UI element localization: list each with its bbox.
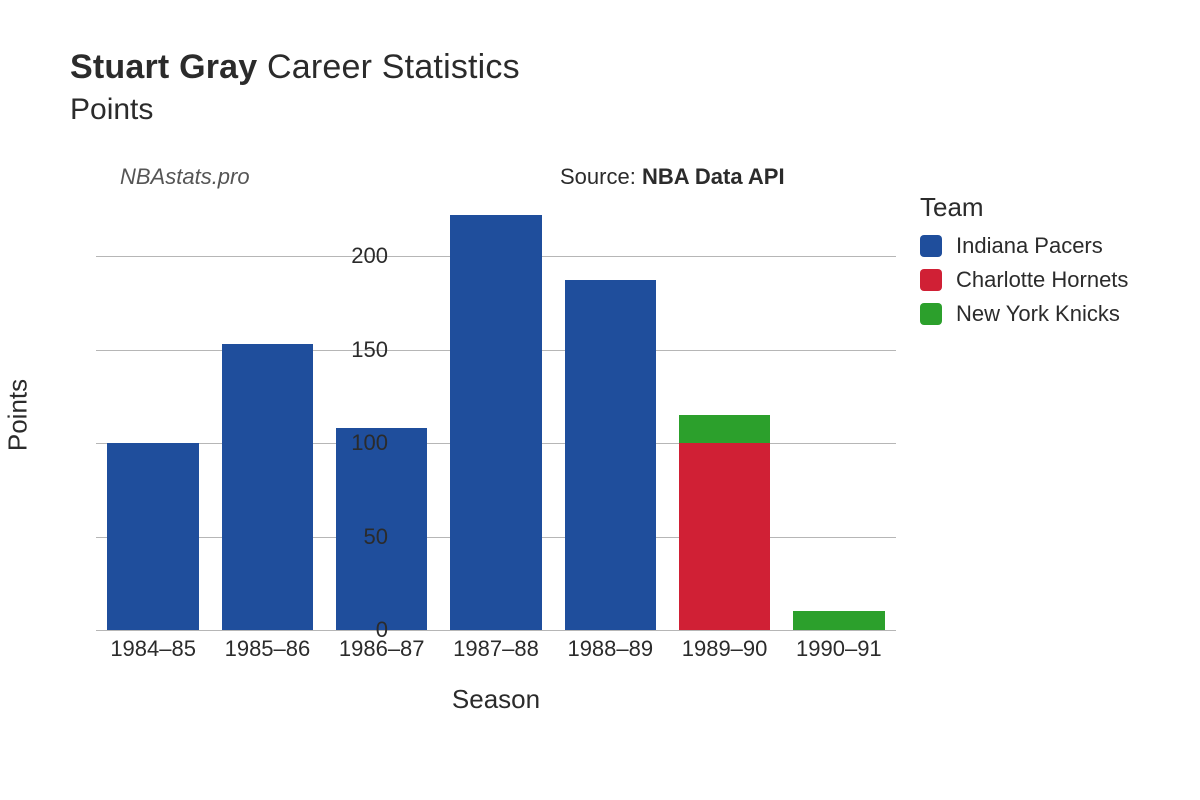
bar-1984–85 xyxy=(107,443,198,630)
chart-title-line1: Stuart Gray Career Statistics xyxy=(70,48,520,87)
source-name: NBA Data API xyxy=(642,164,785,189)
y-tick-label: 100 xyxy=(328,430,388,456)
legend-item-charlotte: Charlotte Hornets xyxy=(920,267,1128,293)
gridline xyxy=(96,630,896,631)
bar-segment-indiana xyxy=(107,443,198,630)
legend-label-indiana: Indiana Pacers xyxy=(956,233,1103,259)
legend-label-nyk: New York Knicks xyxy=(956,301,1120,327)
legend-label-charlotte: Charlotte Hornets xyxy=(956,267,1128,293)
title-suffix: Career Statistics xyxy=(267,48,520,86)
legend: Team Indiana Pacers Charlotte Hornets New … xyxy=(920,192,1128,335)
x-tick-label: 1989–90 xyxy=(682,636,768,662)
x-tick-label: 1990–91 xyxy=(796,636,882,662)
legend-swatch-charlotte xyxy=(920,269,942,291)
x-tick-label: 1985–86 xyxy=(225,636,311,662)
source-label: Source: NBA Data API xyxy=(560,164,785,190)
plot-area xyxy=(96,200,896,630)
bar-1989–90 xyxy=(679,415,770,630)
legend-item-nyk: New York Knicks xyxy=(920,301,1128,327)
x-tick-label: 1988–89 xyxy=(567,636,653,662)
bar-segment-indiana xyxy=(565,280,656,630)
bar-1990–91 xyxy=(793,611,884,630)
x-tick-label: 1986–87 xyxy=(339,636,425,662)
y-tick-label: 200 xyxy=(328,243,388,269)
y-axis-title: Points xyxy=(3,379,34,451)
bar-segment-nyk xyxy=(679,415,770,443)
bar-segment-indiana xyxy=(450,215,541,630)
x-tick-label: 1987–88 xyxy=(453,636,539,662)
bar-1985–86 xyxy=(222,344,313,630)
y-tick-label: 50 xyxy=(328,524,388,550)
watermark-text: NBAstats.pro xyxy=(120,164,250,190)
x-tick-label: 1984–85 xyxy=(110,636,196,662)
bar-1987–88 xyxy=(450,215,541,630)
legend-swatch-indiana xyxy=(920,235,942,257)
y-tick-label: 150 xyxy=(328,337,388,363)
bar-segment-charlotte xyxy=(679,443,770,630)
legend-swatch-nyk xyxy=(920,303,942,325)
source-prefix: Source: xyxy=(560,164,642,189)
bar-segment-indiana xyxy=(222,344,313,630)
legend-item-indiana: Indiana Pacers xyxy=(920,233,1128,259)
chart-title-block: Stuart Gray Career Statistics Points xyxy=(70,48,520,127)
chart-title-metric: Points xyxy=(70,93,520,127)
legend-title: Team xyxy=(920,192,1128,223)
bar-1988–89 xyxy=(565,280,656,630)
bar-segment-nyk xyxy=(793,611,884,630)
title-player-name: Stuart Gray xyxy=(70,48,257,86)
x-axis-title: Season xyxy=(96,684,896,715)
